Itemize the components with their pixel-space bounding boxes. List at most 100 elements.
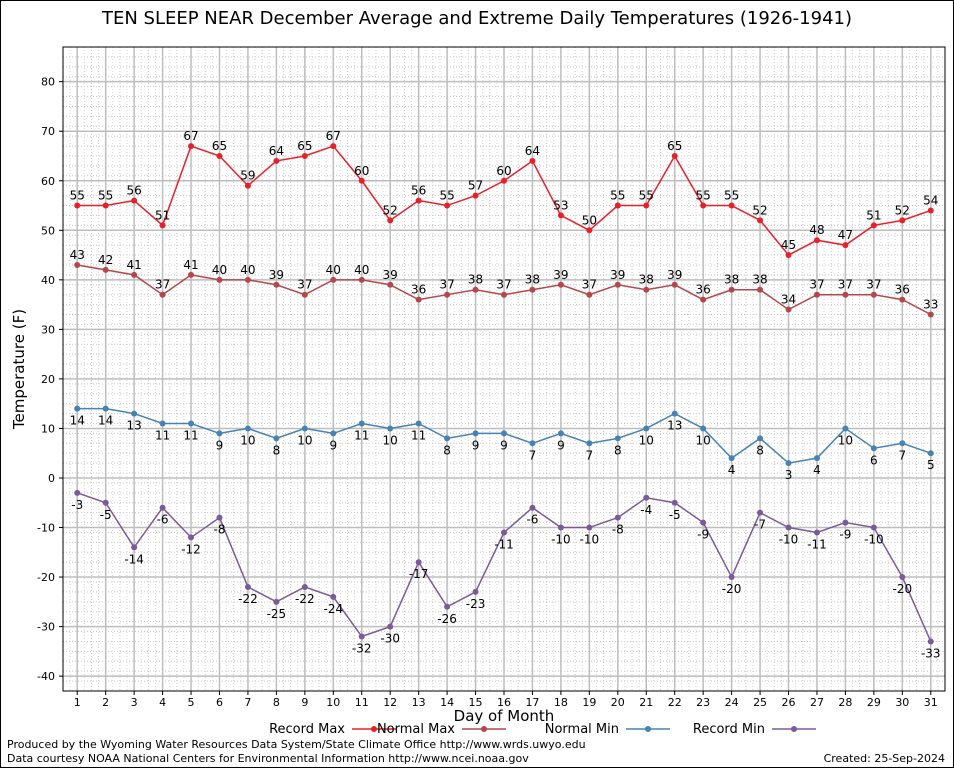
data-point-normal-max (813, 291, 820, 298)
x-tick-label: 9 (301, 696, 308, 709)
data-point-record-max (614, 202, 621, 209)
data-point-record-min (301, 583, 308, 590)
data-label-record-max: 55 (98, 189, 113, 203)
x-tick-label: 3 (131, 696, 138, 709)
y-tick-label: 70 (41, 125, 55, 138)
data-point-normal-max (358, 276, 365, 283)
data-label-record-min: -25 (267, 607, 287, 621)
data-label-record-min: -8 (612, 523, 624, 537)
data-label-normal-max: 41 (126, 258, 141, 272)
data-label-normal-min: 5 (927, 458, 935, 472)
data-label-record-max: 56 (411, 184, 426, 198)
data-point-record-max (529, 157, 536, 164)
x-tick-label: 25 (753, 696, 767, 709)
x-tick-label: 27 (810, 696, 824, 709)
data-point-normal-min (444, 435, 451, 442)
y-tick-label: -30 (37, 621, 55, 634)
data-point-normal-max (216, 276, 223, 283)
data-label-normal-min: 11 (354, 428, 369, 442)
data-point-normal-min (813, 455, 820, 462)
data-point-record-max (387, 217, 394, 224)
data-point-record-max (159, 222, 166, 229)
data-point-normal-max (757, 286, 764, 293)
data-label-record-max: 60 (496, 164, 511, 178)
data-label-record-min: -12 (181, 542, 201, 556)
data-label-normal-min: 11 (183, 428, 198, 442)
chart-title: TEN SLEEP NEAR December Average and Extr… (101, 8, 853, 29)
data-point-record-max (671, 152, 678, 159)
data-label-normal-max: 36 (411, 283, 426, 297)
data-label-record-max: 65 (297, 139, 312, 153)
data-point-normal-max (159, 291, 166, 298)
data-label-normal-max: 36 (696, 283, 711, 297)
y-tick-label: -10 (37, 522, 55, 535)
data-point-normal-min (102, 405, 109, 412)
data-point-record-min (899, 574, 906, 581)
data-point-record-min (216, 514, 223, 521)
data-label-normal-min: 8 (443, 443, 451, 457)
data-point-normal-max (387, 281, 394, 288)
data-point-record-min (501, 529, 507, 536)
data-label-normal-max: 37 (582, 278, 597, 292)
data-point-record-min (273, 598, 280, 605)
data-point-record-max (927, 207, 934, 214)
data-point-record-max (216, 152, 223, 159)
data-label-record-min: -20 (893, 582, 913, 596)
data-label-normal-min: 10 (696, 433, 711, 447)
data-point-record-max (842, 242, 849, 249)
data-point-record-min (131, 544, 138, 551)
data-point-normal-max (529, 286, 536, 293)
data-label-normal-min: 7 (529, 448, 537, 462)
data-label-record-min: -32 (352, 642, 372, 656)
data-label-normal-max: 38 (468, 273, 483, 287)
data-label-record-min: -8 (213, 523, 225, 537)
x-tick-label: 31 (924, 696, 938, 709)
data-label-record-max: 53 (553, 198, 568, 212)
x-tick-label: 24 (725, 696, 739, 709)
x-tick-label: 7 (244, 696, 251, 709)
data-label-record-max: 55 (70, 189, 85, 203)
data-label-normal-max: 34 (781, 293, 796, 307)
data-point-normal-min (529, 440, 536, 447)
data-label-record-max: 52 (383, 203, 398, 217)
x-tick-label: 14 (440, 696, 454, 709)
data-label-normal-max: 39 (383, 268, 398, 282)
x-tick-label: 8 (273, 696, 280, 709)
x-tick-label: 22 (668, 696, 682, 709)
data-label-normal-max: 38 (639, 273, 654, 287)
data-label-record-min: -4 (640, 503, 652, 517)
data-label-record-max: 67 (183, 129, 198, 143)
data-label-normal-min: 7 (899, 448, 907, 462)
data-label-normal-max: 39 (553, 268, 568, 282)
data-label-record-max: 65 (212, 139, 227, 153)
x-tick-label: 5 (188, 696, 195, 709)
data-point-record-min (586, 524, 593, 531)
data-point-normal-max (188, 271, 195, 278)
data-point-normal-min (614, 435, 621, 442)
data-label-record-min: -24 (323, 602, 343, 616)
data-label-normal-max: 37 (155, 278, 170, 292)
x-tick-label: 1 (74, 696, 81, 709)
data-point-record-max (899, 217, 906, 224)
data-point-normal-min (501, 430, 507, 437)
data-label-record-max: 50 (582, 213, 597, 227)
data-label-record-max: 57 (468, 179, 483, 193)
data-point-record-max (643, 202, 650, 209)
data-label-record-min: -33 (921, 646, 941, 660)
data-point-record-max (131, 197, 138, 204)
y-tick-label: 30 (41, 323, 55, 336)
data-label-record-min: -7 (754, 518, 766, 532)
data-label-normal-max: 39 (667, 268, 682, 282)
legend-label: Record Min (693, 722, 765, 737)
data-point-record-max (415, 197, 422, 204)
data-point-normal-min (74, 405, 81, 412)
data-label-record-max: 51 (155, 208, 170, 222)
data-label-record-max: 64 (525, 144, 540, 158)
data-label-normal-min: 10 (240, 433, 255, 447)
y-tick-label: 60 (41, 175, 55, 188)
y-tick-label: 40 (41, 274, 55, 287)
created-date: Created: 25-Sep-2024 (823, 752, 945, 765)
data-point-record-max (301, 152, 308, 159)
data-point-record-min (785, 524, 792, 531)
data-label-normal-max: 36 (895, 283, 910, 297)
